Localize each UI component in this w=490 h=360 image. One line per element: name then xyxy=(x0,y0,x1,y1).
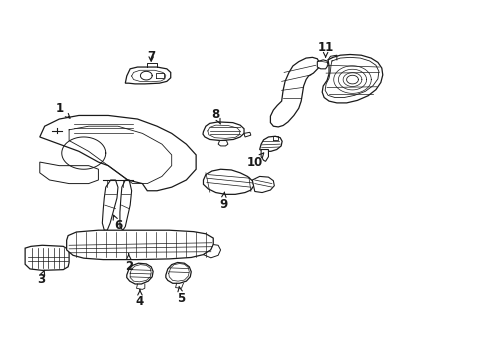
Text: 2: 2 xyxy=(124,254,133,273)
Polygon shape xyxy=(67,230,213,260)
Polygon shape xyxy=(102,180,118,230)
Text: 11: 11 xyxy=(318,41,334,57)
Polygon shape xyxy=(322,54,383,103)
Polygon shape xyxy=(244,132,251,137)
Polygon shape xyxy=(166,262,191,283)
Text: 6: 6 xyxy=(113,215,122,233)
Text: 1: 1 xyxy=(55,102,70,118)
Polygon shape xyxy=(252,176,274,193)
Polygon shape xyxy=(25,245,69,270)
Text: 3: 3 xyxy=(37,270,45,286)
Polygon shape xyxy=(260,136,282,151)
Polygon shape xyxy=(261,149,269,161)
Polygon shape xyxy=(127,263,153,284)
Text: 9: 9 xyxy=(219,192,227,211)
Polygon shape xyxy=(40,162,98,184)
Polygon shape xyxy=(203,244,220,258)
Polygon shape xyxy=(203,169,254,194)
Text: 8: 8 xyxy=(212,108,220,124)
Polygon shape xyxy=(270,57,319,127)
Polygon shape xyxy=(318,60,328,69)
Polygon shape xyxy=(218,140,228,146)
Polygon shape xyxy=(203,122,244,140)
Text: 7: 7 xyxy=(147,50,155,63)
Polygon shape xyxy=(125,67,171,84)
Text: 4: 4 xyxy=(136,290,144,309)
Text: 10: 10 xyxy=(246,153,264,169)
Polygon shape xyxy=(120,180,132,230)
Polygon shape xyxy=(40,116,196,191)
Text: 5: 5 xyxy=(177,286,186,305)
